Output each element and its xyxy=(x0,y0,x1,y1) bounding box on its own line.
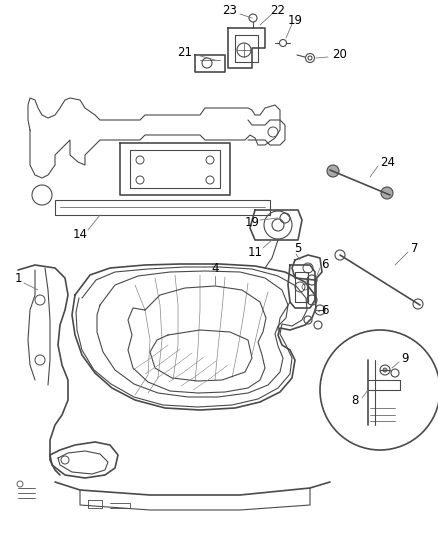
Circle shape xyxy=(327,165,339,177)
Text: 9: 9 xyxy=(401,351,409,365)
Text: 19: 19 xyxy=(244,215,259,229)
Text: 21: 21 xyxy=(177,45,192,59)
Text: 5: 5 xyxy=(294,241,302,254)
Text: 23: 23 xyxy=(223,4,237,17)
Text: 6: 6 xyxy=(321,259,329,271)
Text: 8: 8 xyxy=(351,393,359,407)
Text: 11: 11 xyxy=(247,246,262,259)
Text: 24: 24 xyxy=(381,156,396,168)
Text: 20: 20 xyxy=(332,49,347,61)
Text: 1: 1 xyxy=(14,271,22,285)
Text: 7: 7 xyxy=(411,241,419,254)
Text: 6: 6 xyxy=(321,303,329,317)
Text: 19: 19 xyxy=(287,13,303,27)
Circle shape xyxy=(381,187,393,199)
Text: 22: 22 xyxy=(271,4,286,17)
Text: 14: 14 xyxy=(73,229,88,241)
Text: 4: 4 xyxy=(211,262,219,274)
Circle shape xyxy=(383,368,387,372)
